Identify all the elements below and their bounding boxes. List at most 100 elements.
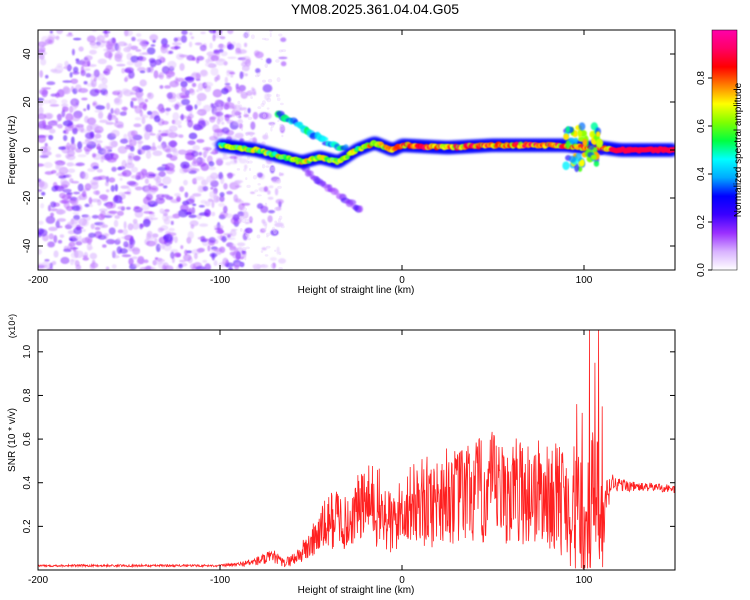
noise-blob (246, 156, 251, 160)
noise-blob (237, 135, 242, 139)
noise-blob (55, 92, 60, 98)
spectrogram-y-tick-label: -40 (22, 238, 33, 253)
noise-blob (59, 192, 67, 199)
burst-blob (598, 149, 605, 155)
noise-blob (276, 77, 281, 83)
noise-blob (158, 72, 165, 80)
noise-blob (247, 237, 251, 241)
noise-blob (277, 218, 282, 223)
noise-blob (63, 65, 73, 70)
noise-blob (279, 125, 285, 131)
burst-blob (568, 155, 577, 163)
noise-blob (92, 165, 99, 170)
noise-blob (72, 127, 78, 135)
noise-blob (105, 176, 110, 183)
noise-blob (208, 161, 215, 167)
noise-blob (38, 97, 45, 102)
noise-blob (276, 94, 281, 97)
noise-blob (75, 264, 82, 270)
noise-blob (84, 55, 93, 61)
noise-blob (220, 176, 225, 185)
noise-blob (212, 30, 217, 34)
noise-blob (265, 165, 270, 168)
noise-blob (123, 241, 129, 248)
noise-blob (202, 185, 209, 192)
noise-blob (38, 220, 44, 225)
noise-blob (145, 150, 152, 159)
noise-blob (196, 89, 200, 93)
noise-blob (105, 41, 114, 50)
noise-blob (245, 140, 251, 144)
noise-blob (38, 262, 42, 269)
noise-blob (149, 133, 156, 136)
noise-blob (262, 113, 267, 119)
noise-blob (226, 69, 231, 77)
noise-blob (278, 33, 283, 37)
noise-blob (161, 243, 165, 250)
noise-blob (94, 226, 101, 231)
noise-blob (257, 183, 261, 186)
noise-blob (243, 248, 247, 251)
noise-blob (239, 107, 248, 111)
noise-blob (215, 196, 221, 202)
noise-blob (111, 166, 117, 172)
colorbar-gradient (711, 29, 738, 271)
noise-blob (104, 30, 108, 34)
noise-blob (101, 197, 108, 202)
noise-blob (261, 164, 266, 169)
noise-blob (98, 175, 108, 180)
noise-blob (72, 37, 82, 41)
noise-blob (193, 253, 198, 260)
noise-blob (214, 227, 223, 231)
noise-blob (131, 87, 139, 93)
noise-blob (234, 110, 239, 117)
noise-blob (66, 142, 71, 151)
noise-blob (165, 107, 172, 112)
noise-blob (179, 63, 185, 71)
noise-blob (66, 162, 75, 167)
snr-x-tick-label: 100 (576, 575, 593, 586)
noise-blob (278, 49, 283, 53)
noise-blob (117, 229, 124, 234)
noise-blob (132, 263, 141, 268)
noise-blob (240, 91, 248, 99)
noise-blob (210, 103, 214, 109)
noise-blob (245, 218, 250, 222)
noise-blob (77, 183, 84, 192)
noise-blob (254, 189, 259, 193)
noise-blob (188, 132, 198, 140)
noise-blob (111, 110, 118, 114)
noise-blob (192, 144, 200, 151)
noise-blob (161, 120, 169, 125)
noise-blob (55, 172, 65, 177)
noise-blob (227, 56, 237, 60)
noise-blob (196, 157, 201, 162)
noise-blob (242, 233, 248, 241)
noise-blob (268, 185, 274, 189)
noise-blob (146, 189, 156, 195)
noise-blob (83, 81, 88, 85)
noise-blob (200, 31, 206, 35)
noise-blob (280, 61, 287, 67)
noise-blob (257, 106, 262, 110)
noise-blob (105, 65, 113, 72)
noise-blob (219, 36, 226, 40)
noise-blob (126, 180, 137, 186)
noise-blob (247, 160, 253, 164)
noise-blob (262, 84, 273, 93)
noise-blob (194, 104, 198, 110)
noise-blob (124, 162, 135, 169)
noise-blob (264, 254, 269, 257)
noise-blob (188, 41, 193, 48)
noise-blob (198, 151, 203, 156)
noise-blob (243, 113, 249, 118)
noise-blob (200, 110, 206, 114)
noise-blob (245, 131, 256, 136)
noise-blob (238, 49, 247, 54)
noise-blob (176, 195, 181, 202)
noise-blob (269, 32, 272, 38)
noise-blob (158, 129, 162, 133)
noise-blob (132, 222, 140, 230)
noise-blob (111, 250, 117, 257)
